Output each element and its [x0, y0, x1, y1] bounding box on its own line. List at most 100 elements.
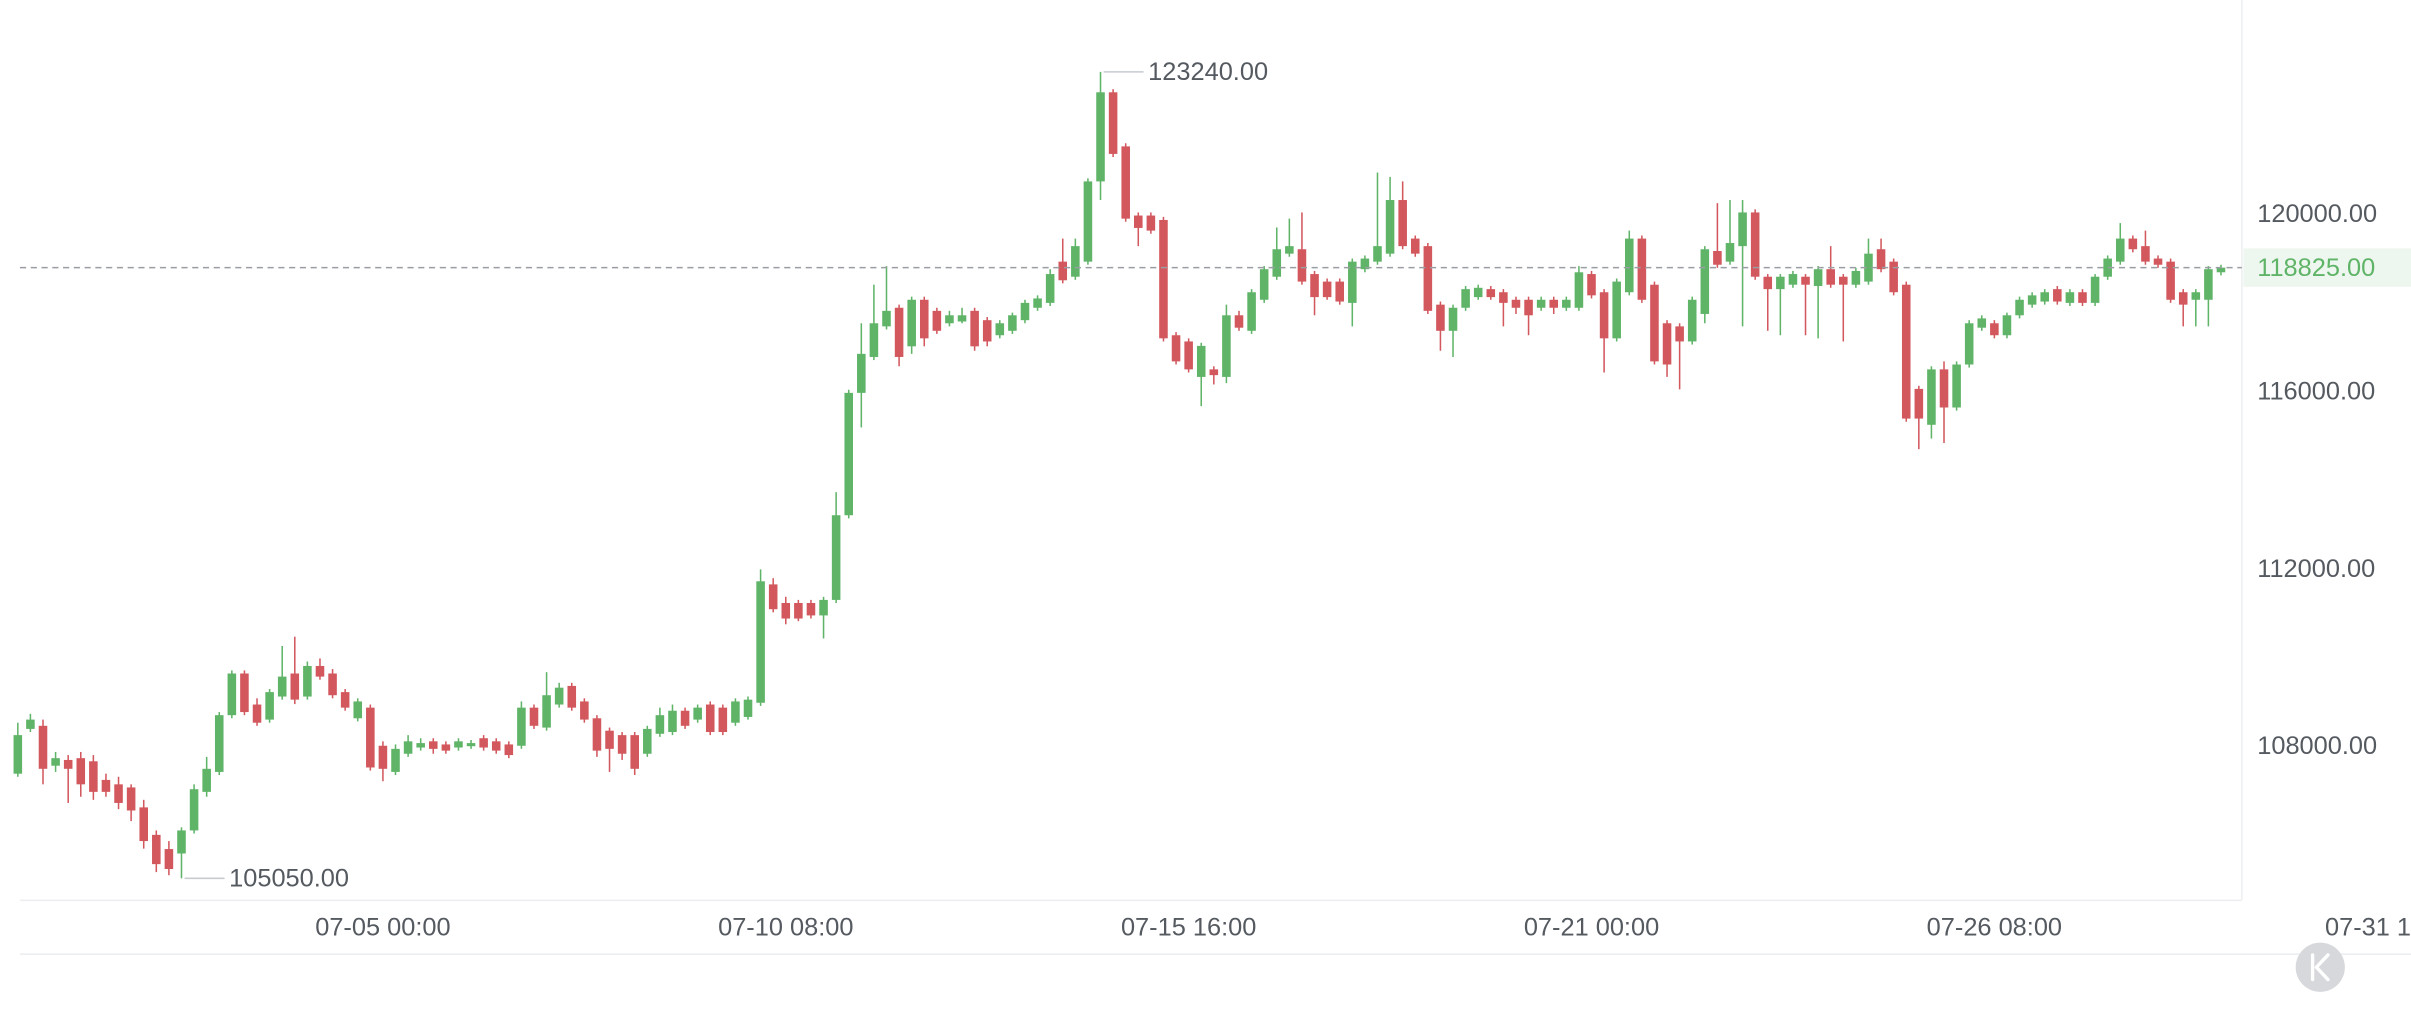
candle-body [1297, 249, 1307, 282]
candle-body [1524, 299, 1533, 316]
candle-body [1536, 299, 1546, 308]
candle-body [1662, 323, 1672, 365]
candle-body [63, 759, 73, 769]
candle-body [2178, 292, 2188, 305]
candle-body [945, 315, 954, 324]
candle-body [1587, 274, 1596, 296]
candle-body [1385, 200, 1395, 254]
candle-body [680, 710, 690, 726]
button-circle[interactable] [2295, 942, 2345, 992]
candle-body [1624, 238, 1634, 293]
candle-body [1348, 261, 1357, 303]
candle-body [1335, 281, 1344, 302]
candle-body [126, 787, 136, 811]
candle-body [240, 673, 249, 713]
candle-body [353, 701, 363, 719]
candle-body [529, 707, 539, 726]
candle-body [655, 715, 665, 734]
y-tick-label: 120000.00 [2257, 200, 2377, 228]
candle-body [2078, 292, 2087, 303]
candle-body [1763, 276, 1773, 290]
candle-body [1713, 251, 1722, 265]
candle-body [391, 748, 400, 772]
candle-body [164, 849, 174, 870]
candle-body [366, 707, 375, 768]
candle-body [479, 738, 488, 748]
candle-body [932, 310, 942, 331]
y-tick-label: 112000.00 [2257, 555, 2375, 583]
candle-body [542, 695, 551, 728]
candle-body [2115, 238, 2125, 262]
y-tick-label: 108000.00 [2257, 732, 2377, 760]
max-price-label: 123240.00 [1148, 58, 1268, 86]
candle-body [819, 599, 828, 616]
button-icon[interactable] [2310, 953, 2330, 982]
candle-body [1196, 345, 1206, 377]
candle-body [756, 581, 765, 703]
candle-body [340, 692, 350, 708]
candle-body [2065, 292, 2075, 303]
candle-body [1511, 299, 1521, 308]
candle-body [882, 310, 891, 327]
candle-body [982, 320, 992, 342]
candle-body [303, 665, 312, 697]
candle-body [1562, 299, 1571, 308]
candle-body [2002, 315, 2012, 336]
candle-body [265, 692, 274, 720]
candle-body [441, 744, 451, 751]
candle-body [781, 603, 791, 619]
candle-body [1272, 249, 1282, 277]
x-tick-label: 07-05 00:00 [315, 914, 450, 942]
candle-body [718, 707, 728, 733]
candle-body [51, 758, 60, 766]
candle-body [1159, 219, 1168, 339]
candle-body [2090, 276, 2100, 303]
candle-body [101, 779, 111, 792]
candle-body [227, 673, 237, 716]
candle-body [416, 743, 425, 748]
candle-body [378, 745, 388, 769]
candle-body [328, 673, 337, 696]
candle-body [1499, 292, 1508, 303]
candle-body [1310, 274, 1319, 298]
x-tick-label: 07-21 00:00 [1524, 914, 1659, 942]
candle-body [1700, 249, 1710, 314]
candle-body [1108, 92, 1118, 154]
candle-body [2015, 299, 2024, 316]
candle-body [1839, 276, 1848, 285]
candle-body [1927, 369, 1936, 425]
x-tick-label: 07-15 16:00 [1121, 914, 1256, 942]
candle-body [38, 725, 48, 769]
candle-body [1285, 246, 1294, 254]
candle-body [189, 789, 199, 831]
candle-body [970, 310, 979, 347]
candle-body [1410, 238, 1420, 254]
candle-body [1876, 249, 1886, 270]
candle-body [1851, 270, 1861, 285]
candle-body [177, 830, 186, 854]
candle-body [1725, 243, 1735, 262]
candle-body [1071, 246, 1080, 277]
candle-body [1423, 246, 1433, 311]
candle-body [1776, 276, 1785, 290]
candle-body [1083, 181, 1093, 262]
kline-toggle-button[interactable] [2295, 942, 2345, 992]
candle-body [1964, 323, 1974, 365]
candle-body [1826, 269, 1835, 285]
candle-body [114, 784, 123, 803]
candle-body [630, 735, 639, 769]
candle-body [1889, 261, 1898, 293]
candle-body [1373, 246, 1382, 262]
candle-body [1121, 146, 1130, 219]
candle-body [1461, 289, 1470, 308]
candle-body [2153, 258, 2163, 265]
candle-body [1448, 307, 1458, 331]
y-tick-label: 116000.00 [2257, 378, 2375, 406]
candle-body [1738, 212, 1747, 247]
candle-body [1247, 292, 1256, 331]
candle-body [592, 718, 602, 751]
candle-body [743, 699, 753, 717]
candle-body [1486, 289, 1496, 298]
candle-body [1687, 299, 1697, 342]
candle-body [1222, 315, 1231, 377]
